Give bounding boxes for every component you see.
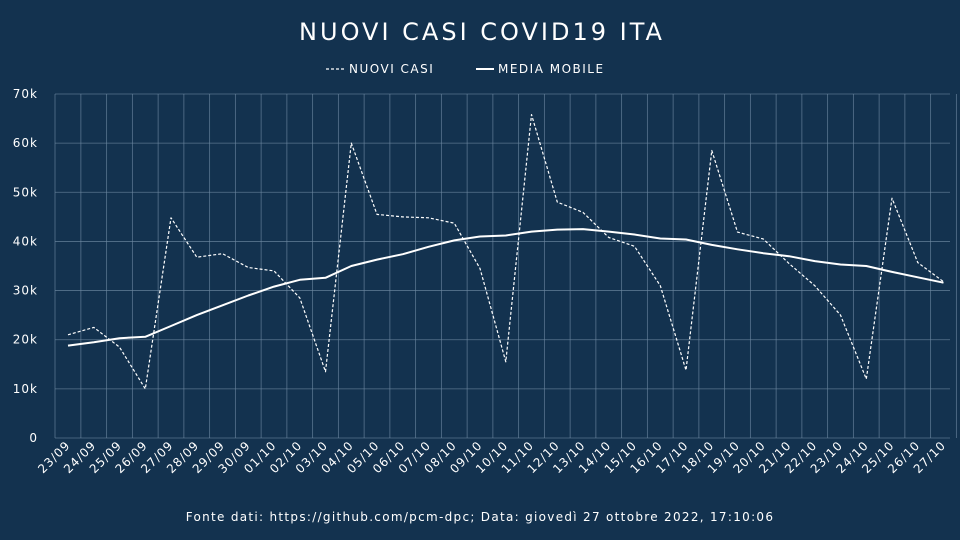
legend: NUOVI CASI MEDIA MOBILE (326, 62, 605, 76)
chart-title: NUOVI CASI COVID19 ITA (299, 18, 665, 46)
grid (54, 93, 957, 439)
series-line-media-mobile (67, 228, 944, 347)
y-tick-label: 50k (13, 185, 38, 199)
legend-label-nuovi-casi: NUOVI CASI (349, 62, 434, 76)
source-note: Fonte dati: https://github.com/pcm-dpc; … (186, 510, 775, 524)
y-tick-label: 30k (13, 284, 38, 298)
y-axis-ticks: 0 10k 20k 30k 40k 50k 60k 70k (13, 87, 38, 445)
y-tick-label: 40k (13, 234, 38, 248)
y-tick-label: 0 (29, 431, 38, 445)
series (67, 113, 944, 390)
y-tick-label: 60k (13, 136, 38, 150)
legend-label-media-mobile: MEDIA MOBILE (498, 62, 605, 76)
series-line-nuovi-casi (67, 113, 944, 390)
y-tick-label: 10k (13, 382, 38, 396)
x-axis-ticks: 23/0924/0925/0926/0927/0928/0929/0930/09… (35, 438, 948, 476)
y-tick-label: 20k (13, 333, 38, 347)
y-tick-label: 70k (13, 87, 38, 101)
